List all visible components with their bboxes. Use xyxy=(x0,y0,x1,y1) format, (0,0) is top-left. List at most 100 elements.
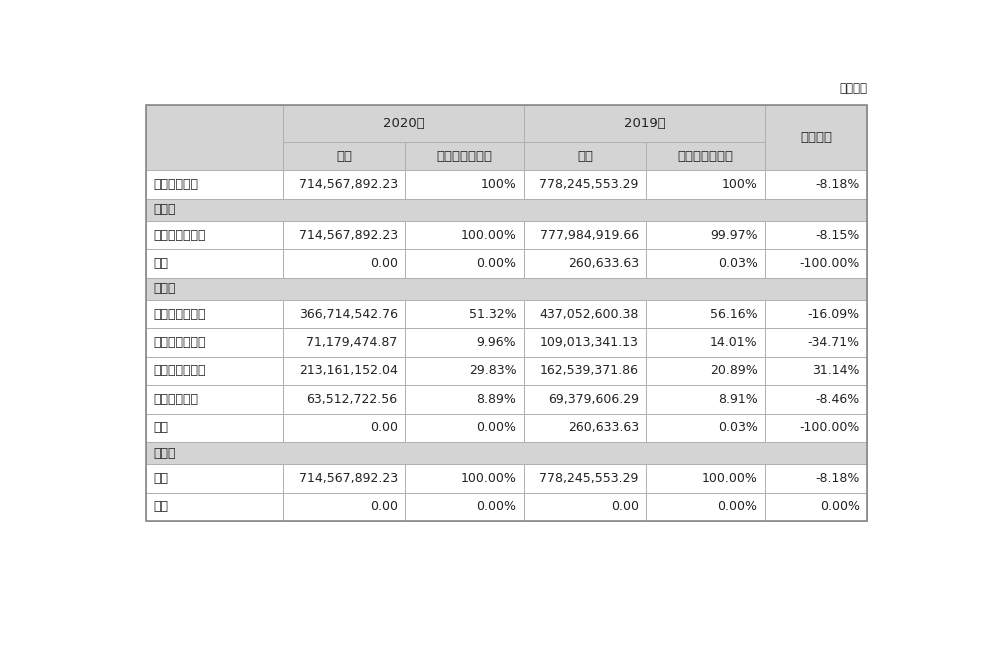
Bar xyxy=(524,464,646,493)
Bar xyxy=(405,221,524,249)
Text: 8.91%: 8.91% xyxy=(718,393,757,406)
Bar xyxy=(283,142,405,170)
Bar xyxy=(283,413,405,442)
Text: 分行业: 分行业 xyxy=(154,203,176,216)
Text: 213,161,152.04: 213,161,152.04 xyxy=(298,365,398,378)
Bar xyxy=(283,386,405,413)
Bar xyxy=(646,493,765,521)
Text: 0.00%: 0.00% xyxy=(477,257,516,270)
Bar xyxy=(524,328,646,357)
Text: 100.00%: 100.00% xyxy=(461,472,516,485)
Text: 51.32%: 51.32% xyxy=(469,308,516,321)
Bar xyxy=(646,357,765,386)
Bar xyxy=(524,386,646,413)
Text: 2020年: 2020年 xyxy=(382,117,425,130)
Bar xyxy=(524,300,646,328)
Bar xyxy=(283,464,405,493)
Bar xyxy=(646,170,765,199)
Text: 仪器仪表制造业: 仪器仪表制造业 xyxy=(154,228,206,241)
Bar xyxy=(283,493,405,521)
Text: 100%: 100% xyxy=(481,178,516,191)
Bar xyxy=(765,300,868,328)
Bar xyxy=(405,357,524,386)
Text: 军工雷达部件: 军工雷达部件 xyxy=(154,393,199,406)
Text: 分产品: 分产品 xyxy=(154,282,176,295)
Bar xyxy=(283,328,405,357)
Bar xyxy=(765,464,868,493)
Text: 777,984,919.66: 777,984,919.66 xyxy=(540,228,639,241)
Text: -8.46%: -8.46% xyxy=(816,393,860,406)
Text: 占营业收入比重: 占营业收入比重 xyxy=(436,150,492,163)
Bar xyxy=(524,142,646,170)
Text: 100%: 100% xyxy=(722,178,757,191)
Bar xyxy=(146,464,283,493)
Bar xyxy=(146,386,283,413)
Text: 0.00%: 0.00% xyxy=(477,500,516,513)
Bar xyxy=(405,386,524,413)
Text: -8.18%: -8.18% xyxy=(816,178,860,191)
Bar xyxy=(646,464,765,493)
Bar xyxy=(765,328,868,357)
Text: 0.00%: 0.00% xyxy=(718,500,757,513)
Bar xyxy=(283,300,405,328)
Text: 714,567,892.23: 714,567,892.23 xyxy=(298,178,398,191)
Text: 金额: 金额 xyxy=(577,150,593,163)
Text: 0.00: 0.00 xyxy=(611,500,639,513)
Bar xyxy=(524,221,646,249)
Text: 其他: 其他 xyxy=(154,257,168,270)
Text: 109,013,341.13: 109,013,341.13 xyxy=(540,336,639,349)
Bar xyxy=(146,221,283,249)
Text: 0.00: 0.00 xyxy=(369,500,398,513)
Bar xyxy=(405,249,524,278)
Text: -100.00%: -100.00% xyxy=(800,257,860,270)
Text: 0.00%: 0.00% xyxy=(820,500,860,513)
Bar xyxy=(524,170,646,199)
Text: 系统集成及工程: 系统集成及工程 xyxy=(154,336,206,349)
Text: -8.18%: -8.18% xyxy=(816,472,860,485)
Bar xyxy=(146,442,868,464)
Bar xyxy=(646,413,765,442)
Bar xyxy=(765,386,868,413)
Text: 8.89%: 8.89% xyxy=(477,393,516,406)
Bar xyxy=(524,493,646,521)
Bar xyxy=(765,170,868,199)
Text: 金额: 金额 xyxy=(336,150,352,163)
Bar xyxy=(405,142,524,170)
Text: 778,245,553.29: 778,245,553.29 xyxy=(540,472,639,485)
Text: 2019年: 2019年 xyxy=(624,117,666,130)
Bar xyxy=(765,413,868,442)
Bar xyxy=(765,249,868,278)
Bar xyxy=(283,357,405,386)
Bar xyxy=(146,105,868,521)
Bar xyxy=(405,170,524,199)
Bar xyxy=(524,357,646,386)
Bar xyxy=(405,328,524,357)
Bar xyxy=(146,170,283,199)
Text: 同比增减: 同比增减 xyxy=(801,131,832,144)
Text: 仪器设备及系统: 仪器设备及系统 xyxy=(154,308,206,321)
Text: 63,512,722.56: 63,512,722.56 xyxy=(306,393,398,406)
Bar xyxy=(524,105,765,142)
Text: 0.03%: 0.03% xyxy=(718,421,757,434)
Text: 0.00: 0.00 xyxy=(369,257,398,270)
Text: -100.00%: -100.00% xyxy=(800,421,860,434)
Bar xyxy=(646,221,765,249)
Text: 占营业收入比重: 占营业收入比重 xyxy=(678,150,734,163)
Text: 9.96%: 9.96% xyxy=(477,336,516,349)
Bar xyxy=(646,249,765,278)
Text: 714,567,892.23: 714,567,892.23 xyxy=(298,472,398,485)
Text: 分地区: 分地区 xyxy=(154,447,176,459)
Bar xyxy=(646,142,765,170)
Text: 0.03%: 0.03% xyxy=(718,257,757,270)
Text: 366,714,542.76: 366,714,542.76 xyxy=(298,308,398,321)
Text: 437,052,600.38: 437,052,600.38 xyxy=(540,308,639,321)
Bar xyxy=(283,221,405,249)
Text: 778,245,553.29: 778,245,553.29 xyxy=(540,178,639,191)
Bar xyxy=(146,328,283,357)
Bar xyxy=(646,300,765,328)
Text: 71,179,474.87: 71,179,474.87 xyxy=(306,336,398,349)
Text: -8.15%: -8.15% xyxy=(816,228,860,241)
Bar xyxy=(765,493,868,521)
Text: 国内: 国内 xyxy=(154,472,168,485)
Text: 100.00%: 100.00% xyxy=(461,228,516,241)
